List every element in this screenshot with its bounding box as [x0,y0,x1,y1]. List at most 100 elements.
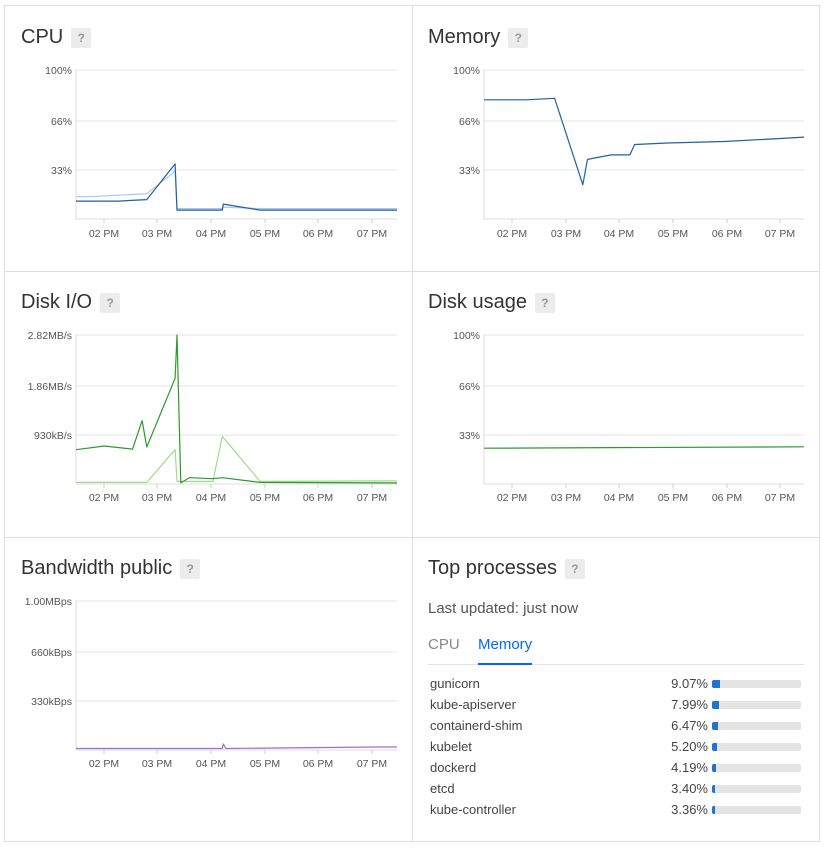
x-tick-label: 06 PM [303,228,333,240]
process-usage-bar [712,764,801,772]
x-tick-label: 07 PM [765,228,795,240]
column-divider [412,6,413,841]
process-usage-fill [712,722,718,730]
process-list: gunicorn 9.07% kube-apiserver 7.99% containe… [430,674,802,821]
process-percent: 3.36% [671,802,708,817]
y-tick-label: 33% [459,165,480,177]
process-percent: 5.20% [671,739,708,754]
x-tick-label: 04 PM [196,758,226,770]
process-name: gunicorn [430,676,480,691]
disk-io-help-icon[interactable]: ? [100,292,121,313]
series-line [76,170,397,210]
process-usage-bar [712,701,801,709]
process-usage-fill [712,701,720,709]
last-updated-text: Last updated: just now [428,600,579,617]
x-tick-label: 07 PM [357,492,387,504]
process-name: etcd [430,781,455,796]
process-usage-fill [712,806,715,814]
x-tick-label: 05 PM [658,228,688,240]
process-percent: 7.99% [671,697,708,712]
tab-cpu[interactable]: CPU [428,636,460,653]
x-tick-label: 04 PM [196,492,226,504]
x-tick-label: 07 PM [765,492,795,504]
process-row: kube-apiserver 7.99% [430,695,802,716]
series-line [75,334,398,484]
process-percent: 9.07% [671,676,708,691]
x-tick-label: 05 PM [658,492,688,504]
process-row: kubelet 5.20% [430,737,802,758]
x-tick-label: 02 PM [89,228,119,240]
x-tick-label: 03 PM [142,758,172,770]
x-tick-label: 06 PM [712,492,742,504]
x-tick-label: 04 PM [604,228,634,240]
process-tabs: CPU Memory [428,634,804,665]
bandwidth-panel-title: Bandwidth public ? [21,557,201,580]
x-tick-label: 05 PM [250,758,280,770]
process-usage-bar [712,722,801,730]
y-tick-label: 66% [459,381,480,393]
metrics-grid [4,5,820,842]
x-tick-label: 03 PM [551,492,581,504]
y-tick-label: 100% [453,65,480,77]
x-tick-label: 06 PM [712,228,742,240]
x-tick-label: 02 PM [497,228,527,240]
top-processes-panel-title: Top processes ? [428,557,585,580]
y-tick-label: 100% [453,330,480,342]
series-line [76,163,397,211]
disk-io-panel-title: Disk I/O ? [21,291,121,314]
x-tick-label: 03 PM [142,492,172,504]
cpu-help-icon[interactable]: ? [71,27,92,48]
series-line [76,743,397,750]
y-tick-label: 66% [459,116,480,128]
process-name: containerd-shim [430,718,523,733]
process-row: dockerd 4.19% [430,758,802,779]
bandwidth-help-icon[interactable]: ? [180,558,201,579]
x-tick-label: 04 PM [196,228,226,240]
process-percent: 4.19% [671,760,708,775]
y-tick-label: 33% [459,430,480,442]
top-processes-help-icon[interactable]: ? [564,558,585,579]
disk-io-title: Disk I/O [21,291,93,313]
cpu-panel-title: CPU ? [21,26,92,49]
x-tick-label: 06 PM [303,758,333,770]
disk-usage-help-icon[interactable]: ? [534,292,555,313]
process-usage-fill [712,785,716,793]
y-tick-label: 330kBps [31,696,72,708]
process-percent: 3.40% [671,781,708,796]
y-tick-label: 660kBps [31,647,72,659]
process-usage-bar [712,680,801,688]
x-tick-label: 03 PM [551,228,581,240]
process-usage-bar [712,743,801,751]
process-name: kubelet [430,739,472,754]
x-tick-label: 07 PM [357,228,387,240]
process-usage-fill [712,680,721,688]
y-tick-label: 930kB/s [34,430,72,442]
row-divider [5,271,819,272]
top-processes-title: Top processes [428,557,557,579]
x-tick-label: 02 PM [497,492,527,504]
process-row: containerd-shim 6.47% [430,716,802,737]
y-tick-label: 100% [45,65,72,77]
process-row: gunicorn 9.07% [430,674,802,695]
y-tick-label: 1.86MB/s [28,381,72,393]
tab-memory[interactable]: Memory [478,634,533,665]
y-tick-label: 33% [51,165,72,177]
process-usage-bar [712,785,801,793]
memory-panel-title: Memory ? [428,26,529,49]
x-tick-label: 05 PM [250,492,280,504]
process-usage-fill [712,743,717,751]
memory-help-icon[interactable]: ? [508,27,529,48]
x-tick-label: 06 PM [303,492,333,504]
y-tick-label: 66% [51,116,72,128]
x-tick-label: 07 PM [357,758,387,770]
series-line [483,446,805,449]
row-divider [5,537,819,538]
disk-usage-title: Disk usage [428,291,527,313]
process-percent: 6.47% [671,718,708,733]
series-line [484,97,805,186]
